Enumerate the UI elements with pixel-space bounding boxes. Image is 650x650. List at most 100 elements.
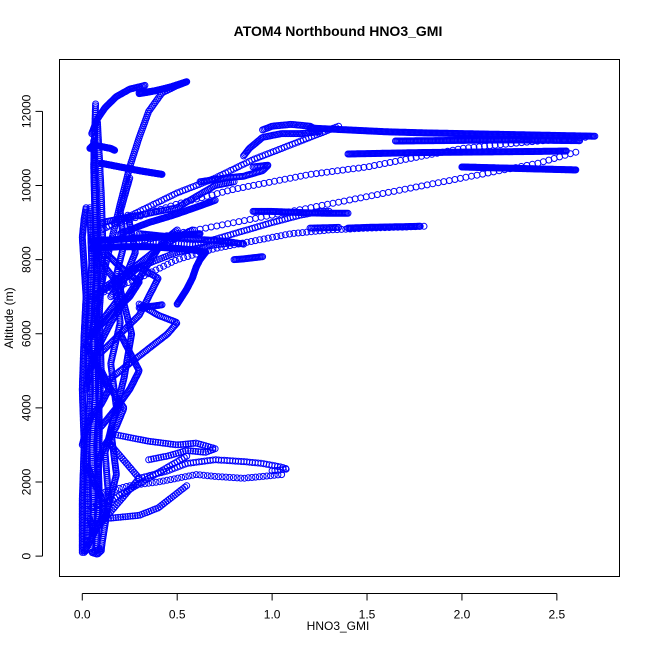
data-point [318,169,326,177]
data-point [111,146,119,154]
y-tick-label: 8000 [20,246,34,273]
data-point [465,144,473,152]
data-point [250,181,258,189]
data-point [544,136,552,144]
data-point [550,136,557,144]
data-point [391,158,399,165]
data-point [324,200,331,208]
data-point [281,175,289,183]
data-point [265,178,273,186]
data-point [390,187,398,195]
data-point [581,133,589,141]
data-point [340,197,348,205]
data-point [459,144,467,152]
data-point [260,179,268,187]
data-point [142,210,150,218]
data-point [468,172,475,180]
data-point [291,173,299,181]
data-point [198,194,206,202]
data-point [328,168,336,175]
data-point [440,178,448,186]
data-point [565,135,573,143]
data-point [207,223,215,231]
y-tick-label: 0 [20,552,34,559]
data-point [572,166,580,174]
data-point [384,188,392,196]
x-tick-label: 1.0 [264,608,281,622]
data-point [234,185,242,192]
data-point [445,177,453,185]
data-point [312,170,320,178]
data-point [351,195,359,203]
data-point [229,186,237,194]
data-point [339,166,347,174]
data-point [126,215,134,223]
data-point [157,205,165,213]
data-point [252,214,259,222]
data-point [224,220,232,228]
data-point [381,160,389,167]
data-point [428,150,436,158]
data-point [241,151,249,159]
data-point [229,219,237,227]
data-point [335,198,343,206]
data-point [249,163,257,171]
data-point [571,134,579,142]
data-point [365,163,373,171]
data-point [246,216,254,223]
data-point [475,143,483,151]
data-point [235,218,243,226]
data-point [307,170,315,178]
data-point [349,165,357,173]
data-point [401,185,409,193]
data-point [370,162,378,169]
data-point [507,140,515,148]
data-point [218,188,226,196]
data-point [135,90,143,98]
data-point [456,174,464,182]
data-point [247,238,255,245]
data-points [78,78,599,558]
data-point [386,159,394,166]
data-point [218,221,226,229]
data-point [418,182,426,190]
data-point [180,254,188,262]
data-point [454,145,462,153]
data-point [491,141,499,149]
y-tick-label: 2000 [20,468,34,495]
data-point [357,194,365,202]
data-point [438,148,446,156]
data-point [534,137,541,145]
data-point [172,200,180,208]
data-point [184,253,192,260]
data-point [376,161,384,168]
data-point [193,195,201,203]
data-point [591,132,599,140]
data-point [355,164,363,172]
data-point [462,173,470,181]
data-point [444,147,452,155]
data-point [502,140,510,148]
data-point [240,217,248,225]
data-point [346,196,354,204]
data-point [434,179,442,187]
data-point [560,135,568,143]
y-tick-label: 12000 [20,94,34,128]
data-point [297,172,305,180]
data-point [451,176,459,183]
data-point [209,183,217,190]
data-point [418,152,425,160]
data-point [182,198,190,206]
data-point [208,191,216,199]
data-point [360,163,368,171]
data-point [323,168,331,176]
data-point [396,186,403,194]
y-tick-label: 10000 [20,168,34,202]
data-point [379,190,387,197]
data-point [479,170,487,178]
data-point [334,167,341,175]
data-point [224,187,231,195]
data-point [92,100,100,108]
